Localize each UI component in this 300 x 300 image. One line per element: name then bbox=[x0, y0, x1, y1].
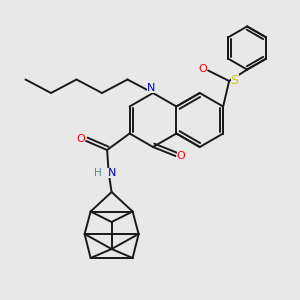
Text: O: O bbox=[198, 64, 207, 74]
Text: N: N bbox=[147, 82, 156, 93]
Text: O: O bbox=[176, 151, 185, 161]
Text: S: S bbox=[230, 74, 238, 87]
Text: N: N bbox=[107, 167, 116, 178]
Text: H: H bbox=[94, 167, 102, 178]
Text: O: O bbox=[76, 134, 85, 145]
